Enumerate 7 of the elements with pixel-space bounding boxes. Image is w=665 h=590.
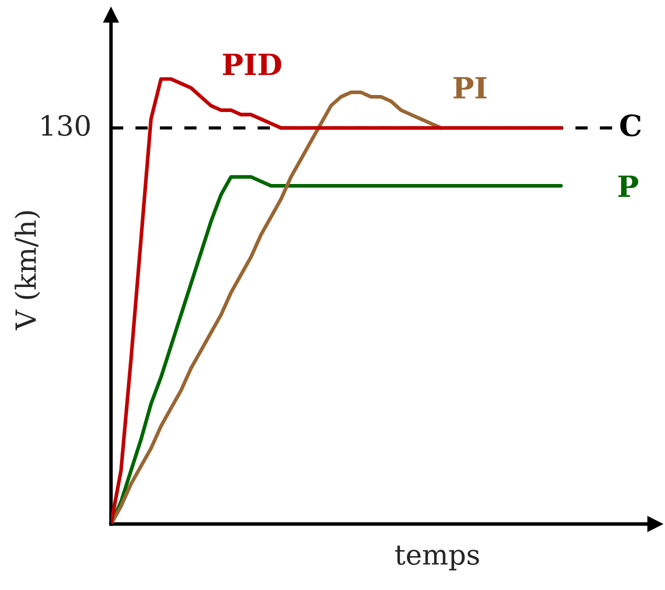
x-axis-title: temps (395, 546, 479, 570)
ref-line-label: C (620, 114, 641, 136)
y-axis-title: V (km/h) (14, 211, 40, 330)
series-label: PI (454, 77, 486, 98)
series-label: PID (222, 54, 282, 76)
text: 130 (42, 115, 90, 136)
series-label: P (618, 176, 638, 197)
